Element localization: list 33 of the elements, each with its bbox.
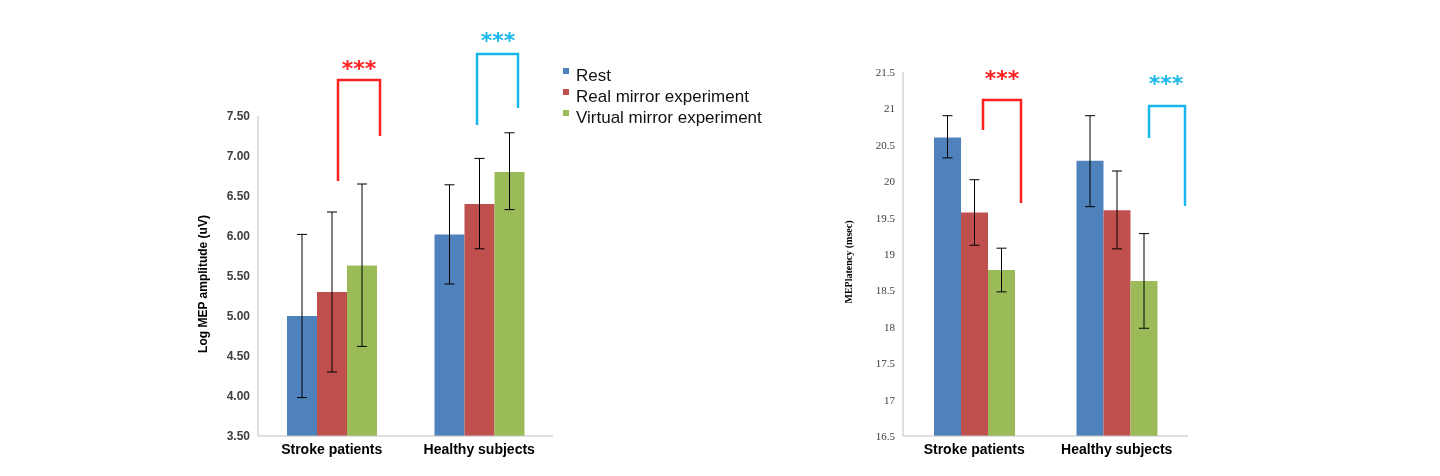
x-tick-label: Healthy subjects: [423, 440, 536, 457]
y-tick-label: 21: [884, 102, 895, 115]
y-tick-label: 20: [884, 175, 896, 188]
legend-label: Rest: [576, 66, 611, 86]
x-tick-label: Healthy subjects: [1061, 440, 1173, 457]
x-tick-label: Stroke patients: [281, 440, 383, 457]
y-tick-label: 6.50: [226, 189, 251, 204]
y-tick-label: 5.50: [226, 269, 251, 284]
text: ***: [341, 56, 377, 81]
y-tick-label: 19: [884, 247, 896, 260]
y-tick-label: 4.00: [226, 389, 251, 404]
x-tick-label: Stroke patients: [923, 440, 1026, 457]
y-tick-label: 7.50: [226, 109, 251, 124]
y-tick-label: 3.50: [226, 429, 251, 444]
y-tick-label: 17.5: [875, 357, 896, 370]
y-tick-label: 21.5: [875, 65, 896, 78]
annotation: ***: [1148, 71, 1184, 96]
y-tick-label: 4.50: [226, 349, 251, 364]
y-tick-label: 17: [884, 393, 896, 406]
y-axis-title: MEPlatency (msec): [842, 220, 854, 304]
y-tick-label: 19.5: [875, 211, 896, 224]
legend-label: Real mirror experiment: [576, 87, 749, 107]
y-tick-label: 6.00: [226, 229, 251, 244]
text: ***: [480, 28, 516, 53]
y-tick-label: 18.5: [875, 284, 896, 297]
legend-label: Virtual mirror experiment: [576, 108, 762, 128]
annotation: ***: [984, 66, 1020, 91]
y-tick-label: 18: [884, 320, 896, 333]
y-axis-title: Log MEP amplitude (uV): [196, 215, 210, 353]
y-tick-label: 5.00: [226, 309, 251, 324]
y-tick-label: 7.00: [226, 149, 251, 164]
y-tick-label: 20.5: [875, 138, 896, 151]
y-tick-label: 16.5: [875, 429, 896, 442]
